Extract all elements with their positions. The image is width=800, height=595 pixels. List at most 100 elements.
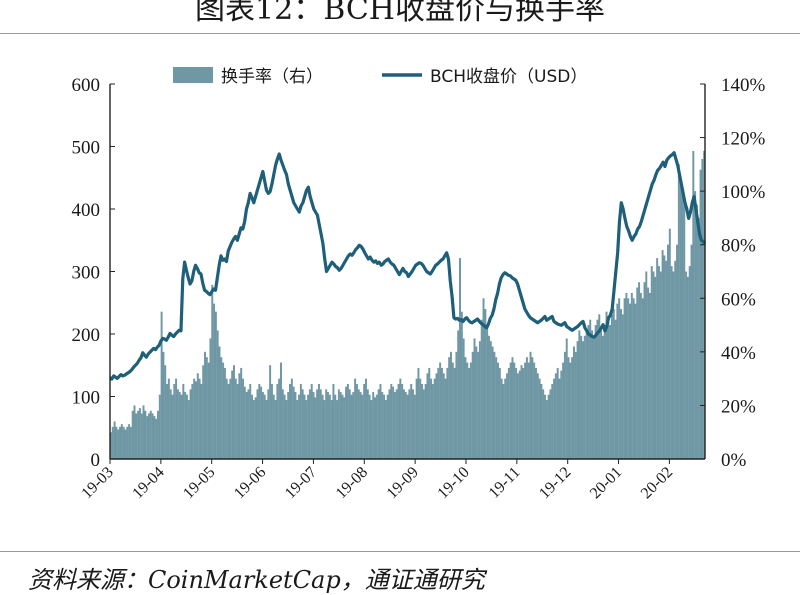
turnover-bar bbox=[119, 426, 121, 459]
turnover-bar bbox=[238, 373, 241, 459]
turnover-bar bbox=[334, 394, 337, 459]
turnover-bar bbox=[473, 338, 476, 459]
turnover-bar bbox=[296, 400, 299, 459]
turnover-bar bbox=[135, 413, 138, 459]
turnover-bar bbox=[535, 367, 537, 459]
turnover-bar bbox=[368, 394, 371, 459]
turnover-bar bbox=[122, 426, 125, 459]
turnover-bar bbox=[686, 276, 689, 459]
turnover-bar bbox=[516, 373, 519, 459]
turnover-bar bbox=[587, 325, 590, 459]
right-tick-label: 80% bbox=[721, 236, 756, 257]
turnover-bar bbox=[294, 392, 297, 459]
turnover-bar bbox=[321, 394, 324, 459]
turnover-bar bbox=[307, 394, 310, 459]
turnover-bar bbox=[582, 341, 584, 459]
turnover-bar bbox=[243, 386, 246, 459]
turnover-bar bbox=[417, 367, 420, 459]
turnover-bar bbox=[256, 389, 259, 459]
x-tick-label: 19-12 bbox=[536, 464, 574, 502]
turnover-bar bbox=[124, 429, 127, 459]
turnover-bar bbox=[468, 367, 471, 459]
turnover-bar bbox=[522, 367, 525, 459]
turnover-bar bbox=[270, 384, 273, 459]
turnover-bar bbox=[419, 378, 422, 459]
turnover-bar bbox=[381, 392, 384, 459]
right-tick-label: 0% bbox=[721, 450, 747, 471]
turnover-bar bbox=[128, 424, 131, 459]
turnover-bar bbox=[308, 389, 311, 459]
turnover-bar bbox=[502, 384, 505, 459]
turnover-bar bbox=[567, 357, 570, 459]
turnover-bar bbox=[497, 362, 499, 459]
left-tick-label: 300 bbox=[72, 263, 101, 284]
x-tick-label: 19-11 bbox=[486, 464, 524, 502]
turnover-bar bbox=[377, 389, 380, 459]
turnover-bar bbox=[533, 362, 536, 459]
turnover-bar bbox=[589, 319, 592, 459]
right-tick-label: 40% bbox=[721, 343, 756, 364]
turnover-bar bbox=[138, 408, 141, 459]
turnover-bar bbox=[269, 365, 272, 459]
turnover-bar bbox=[332, 384, 335, 459]
turnover-bar bbox=[656, 258, 659, 459]
turnover-bar bbox=[596, 319, 599, 459]
turnover-bar bbox=[287, 392, 290, 459]
turnover-bar bbox=[572, 346, 575, 459]
turnover-bar bbox=[654, 276, 657, 459]
turnover-bar bbox=[657, 266, 660, 459]
turnover-bar bbox=[222, 362, 225, 459]
turnover-bar bbox=[133, 405, 136, 459]
turnover-bar bbox=[509, 362, 512, 459]
turnover-bar bbox=[196, 373, 199, 459]
turnover-bar bbox=[645, 271, 648, 459]
turnover-bar bbox=[216, 330, 219, 459]
turnover-bar bbox=[260, 386, 263, 459]
turnover-bar bbox=[592, 335, 595, 459]
turnover-bar bbox=[527, 362, 530, 459]
turnover-bar bbox=[643, 282, 646, 459]
turnover-bar bbox=[178, 392, 181, 459]
turnover-bar bbox=[274, 400, 277, 459]
x-tick-label: 20-01 bbox=[587, 464, 625, 502]
turnover-bar bbox=[531, 357, 534, 459]
turnover-bar bbox=[603, 325, 606, 459]
turnover-bar bbox=[310, 384, 313, 459]
turnover-bar bbox=[591, 330, 594, 459]
turnover-bar bbox=[379, 384, 382, 459]
legend-line-label: BCH收盘价（USD） bbox=[430, 67, 587, 87]
turnover-bar bbox=[487, 335, 490, 459]
turnover-bar bbox=[209, 338, 212, 459]
turnover-bar bbox=[147, 413, 150, 459]
turnover-bar bbox=[278, 378, 281, 459]
turnover-bar bbox=[620, 309, 622, 459]
turnover-bar bbox=[164, 365, 167, 459]
turnover-bar bbox=[149, 410, 152, 459]
turnover-bar bbox=[289, 384, 291, 459]
turnover-bar bbox=[618, 298, 621, 459]
turnover-bar bbox=[495, 357, 498, 459]
turnover-bar bbox=[663, 255, 666, 459]
turnover-bar bbox=[189, 389, 192, 459]
turnover-bar bbox=[352, 392, 355, 459]
turnover-bar bbox=[140, 413, 143, 459]
turnover-bar bbox=[195, 381, 197, 459]
turnover-bar bbox=[365, 378, 367, 459]
turnover-bar bbox=[699, 169, 702, 459]
turnover-bar bbox=[234, 378, 237, 459]
turnover-bar bbox=[676, 244, 679, 459]
turnover-bar bbox=[285, 400, 288, 459]
turnover-bar bbox=[227, 384, 230, 459]
bottom-rule bbox=[0, 551, 800, 552]
turnover-bar bbox=[677, 164, 680, 460]
turnover-bar bbox=[366, 389, 369, 459]
turnover-bar bbox=[375, 394, 378, 459]
turnover-bar bbox=[659, 271, 662, 459]
turnover-bar bbox=[466, 362, 469, 459]
left-tick-label: 200 bbox=[72, 325, 101, 346]
turnover-bar bbox=[303, 394, 306, 459]
turnover-bar bbox=[598, 314, 601, 459]
turnover-bar bbox=[685, 271, 688, 459]
turnover-bar bbox=[525, 357, 528, 459]
turnover-bar bbox=[412, 389, 414, 459]
